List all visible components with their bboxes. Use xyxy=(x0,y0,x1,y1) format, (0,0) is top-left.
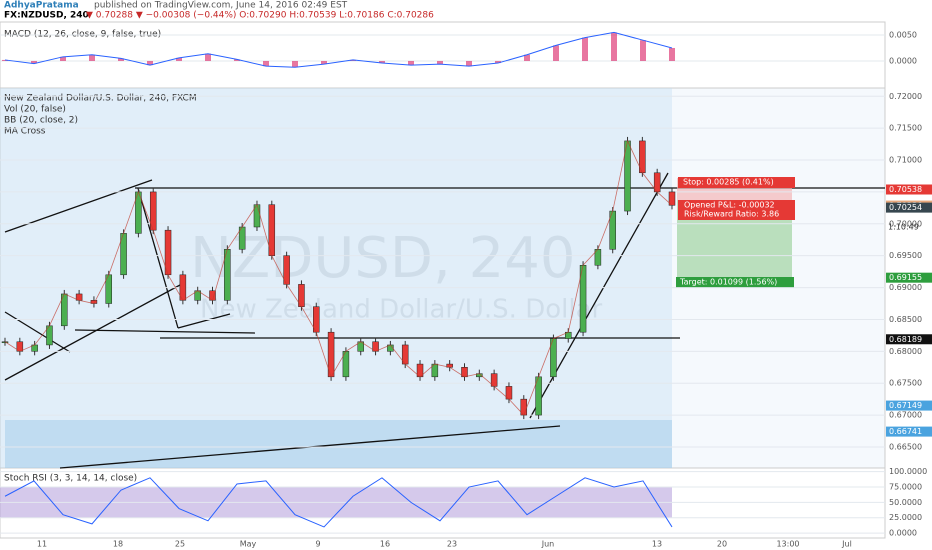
price-label: 0.66741 xyxy=(889,427,922,436)
price-label-box xyxy=(886,272,932,283)
x-tick-label: 18 xyxy=(113,540,123,549)
y-tick-label: 0.68000 xyxy=(889,347,922,356)
stop-label-box xyxy=(678,177,795,188)
ma-title: MA Cross xyxy=(4,127,46,137)
candle xyxy=(668,191,676,206)
price-label-box xyxy=(886,202,932,213)
macd-pane xyxy=(0,21,886,89)
macd-bar xyxy=(292,60,298,68)
macd-bar xyxy=(118,58,124,61)
x-tick-label: 16 xyxy=(380,540,390,549)
x-tick-label: 23 xyxy=(447,540,457,549)
price-label: 0.70538 xyxy=(889,185,922,194)
target-label-box xyxy=(676,277,794,288)
y-tick-label: 0.69000 xyxy=(889,283,922,292)
macd-bar xyxy=(640,40,646,61)
macd-bar xyxy=(234,59,240,61)
y-tick-label: 0.67500 xyxy=(889,379,922,388)
bb-title: BB (20, close, 2) xyxy=(4,116,78,126)
macd-bar xyxy=(379,60,385,64)
price-label: 0.68189 xyxy=(889,335,922,344)
publisher: AdhyaPratama xyxy=(4,1,79,11)
y-tick-label: 25.0000 xyxy=(889,513,922,522)
price-label-box xyxy=(886,334,932,345)
x-tick-label: Jul xyxy=(841,540,852,549)
rr-label: Risk/Reward Ratio: 3.86 xyxy=(684,210,779,219)
price-label-box xyxy=(886,400,932,411)
x-tick-label: Jun xyxy=(541,540,555,549)
y-tick-label: 0.71000 xyxy=(889,156,922,165)
y-tick-label: 0.0000 xyxy=(889,56,917,65)
macd-bar xyxy=(350,59,356,61)
y-tick-label: 0.72000 xyxy=(889,92,922,101)
y-tick-label: 0.0050 xyxy=(889,30,917,39)
macd-bar xyxy=(60,56,66,61)
macd-bar xyxy=(31,60,37,64)
x-tick-label: 13 xyxy=(652,540,662,549)
macd-bar xyxy=(553,45,559,61)
y-tick-label: 0.70000 xyxy=(889,219,922,228)
pnl-label: Opened P&L: -0.00032 xyxy=(684,201,775,210)
target-label: Target: 0.01099 (1.56%) xyxy=(679,278,777,287)
macd-bar xyxy=(466,60,472,67)
macd-bar xyxy=(263,60,269,67)
vol-title: Vol (20, false) xyxy=(4,105,66,115)
price-label-box xyxy=(886,184,932,195)
price-label: 0.67149 xyxy=(889,401,922,410)
macd-line xyxy=(4,31,673,68)
stoch-title: Stoch RSI (3, 3, 14, 14, close) xyxy=(4,474,137,484)
x-tick-label: May xyxy=(240,540,257,549)
trend-lines xyxy=(4,172,885,469)
x-tick-label: 25 xyxy=(175,540,185,549)
x-tick-label: 13:00 xyxy=(776,540,799,549)
y-tick-label: 0.69500 xyxy=(889,251,922,260)
watermark-symbol: NZDUSD, 240 xyxy=(190,226,576,291)
macd-bar xyxy=(611,32,617,61)
price-label-box xyxy=(886,426,932,437)
y-tick-label: 75.0000 xyxy=(889,483,922,492)
y-tick-label: 0.67000 xyxy=(889,411,922,420)
watermark-name: New Zealand Dollar/U.S. Dollar xyxy=(200,295,603,325)
macd-bar xyxy=(321,60,327,65)
symbol: FX:NZDUSD, 240 xyxy=(4,11,89,21)
macd-bar xyxy=(669,47,675,61)
y-tick-label: 100.0000 xyxy=(889,467,927,476)
macd-bar xyxy=(2,59,8,61)
price-title: New Zealand Dollar/U.S. Dollar, 240, FXC… xyxy=(4,94,197,104)
macd-bar xyxy=(205,53,211,61)
macd-bar xyxy=(495,60,501,64)
x-tick-label: 9 xyxy=(315,540,320,549)
countdown: 1:10:49 xyxy=(888,223,919,232)
macd-bar xyxy=(582,37,588,61)
x-tick-label: 11 xyxy=(37,540,47,549)
stoch-line xyxy=(4,477,673,528)
stop-label: Stop: 0.00285 (0.41%) xyxy=(683,178,774,187)
y-tick-label: 0.71500 xyxy=(889,124,922,133)
close-line xyxy=(4,139,673,416)
macd-bar xyxy=(408,60,414,66)
y-tick-label: 0.66500 xyxy=(889,442,922,451)
quote: ▼ 0.70288 ▼ −0.00308 (−0.44%) O:0.70290 … xyxy=(86,11,434,21)
macd-bar xyxy=(524,54,530,61)
macd-bar xyxy=(437,60,443,65)
pnl-box xyxy=(678,200,795,220)
publish-info: published on TradingView.com, June 14, 2… xyxy=(94,1,348,11)
x-tick-label: 20 xyxy=(717,540,727,549)
y-tick-label: 0.0000 xyxy=(889,529,917,538)
macd-bar xyxy=(147,60,153,66)
price-label: 0.69155 xyxy=(889,273,922,282)
macd-bar xyxy=(176,57,182,61)
y-tick-label: 0.68500 xyxy=(889,315,922,324)
price-label: 0.70254 xyxy=(889,203,922,212)
macd-bar xyxy=(89,54,95,61)
y-tick-label: 50.0000 xyxy=(889,498,922,507)
